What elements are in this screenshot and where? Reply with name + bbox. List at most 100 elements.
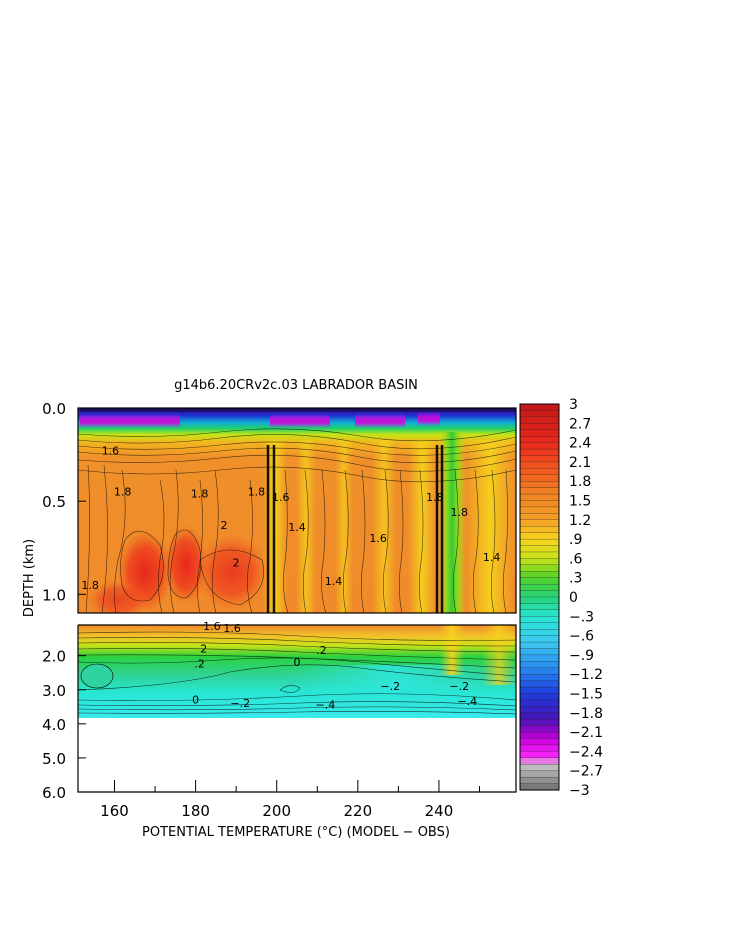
contour-label-24: −.4 <box>457 695 477 708</box>
contour-label-20: 0 <box>192 693 199 706</box>
colorbar-band-10 <box>519 468 560 476</box>
colorbar-label-10: 0 <box>569 590 578 606</box>
colorbar-band-20 <box>519 532 560 540</box>
y-tick-label-1.0: 1.0 <box>42 586 66 604</box>
colorbar-label-15: −1.5 <box>569 687 603 703</box>
contour-label-1: 1.8 <box>114 486 132 499</box>
contour-label-11: 1.8 <box>450 506 468 519</box>
colorbar-label-18: −2.4 <box>569 744 603 760</box>
x-tick-label-160: 160 <box>100 802 129 820</box>
y-tick-label-3.0: 3.0 <box>42 682 66 700</box>
contour-label-15: 1.6 <box>223 622 241 635</box>
colorbar-label-0: 3 <box>569 397 578 413</box>
contour-label-14: 1.6 <box>203 620 221 633</box>
colorbar-band-31 <box>519 603 560 611</box>
colorbar-label-16: −1.8 <box>569 706 603 722</box>
colorbar-band-9 <box>519 461 560 469</box>
contour-label-0: 1.6 <box>102 445 120 458</box>
colorbar-band-25 <box>519 564 560 572</box>
y-tick-label-4.0: 4.0 <box>42 716 66 734</box>
colorbar-band-2 <box>519 416 560 424</box>
colorbar-band-19 <box>519 526 560 534</box>
colorbar-band-21 <box>519 538 560 547</box>
colorbar-band-3 <box>519 423 560 431</box>
colorbar-band-34 <box>519 622 560 630</box>
colorbar-band-55 <box>519 757 560 765</box>
contour-label-9: 1.4 <box>325 575 343 588</box>
colorbar-band-47 <box>519 706 560 714</box>
colorbar-band-32 <box>519 609 560 617</box>
colorbar-band-18 <box>519 519 560 527</box>
colorbar-band-29 <box>519 590 560 598</box>
bottom-panel-field <box>78 625 516 718</box>
colorbar-band-53 <box>519 744 560 752</box>
chart-title: g14b6.20CRv2c.03 LABRADOR BASIN <box>174 378 418 393</box>
contour-label-13: 1.8 <box>81 579 99 592</box>
contour-label-22: −.2 <box>380 680 400 693</box>
colorbar-label-19: −2.7 <box>569 764 603 780</box>
colorbar-band-50 <box>519 725 560 733</box>
contour-label-18: .2 <box>316 644 327 657</box>
colorbar-band-14 <box>519 493 560 502</box>
colorbar-band-6 <box>519 442 560 450</box>
y-tick-label-6.0: 6.0 <box>42 784 66 802</box>
colorbar-band-13 <box>519 487 560 495</box>
colorbar-band-44 <box>519 686 560 695</box>
colorbar-band-59 <box>519 783 560 791</box>
x-axis-label: POTENTIAL TEMPERATURE (°C) (MODEL − OBS) <box>142 825 450 840</box>
contour-label-19: 0 <box>294 656 301 669</box>
colorbar-label-8: .6 <box>569 551 582 567</box>
contour-label-3: 2 <box>221 519 228 532</box>
colorbar-label-4: 1.8 <box>569 474 591 490</box>
contour-label-21: −.2 <box>230 697 250 710</box>
colorbar-label-13: −.9 <box>569 648 594 664</box>
colorbar-band-23 <box>519 551 560 559</box>
colorbar-label-12: −.6 <box>569 629 594 645</box>
colorbar-label-1: 2.7 <box>569 416 591 432</box>
colorbar-band-52 <box>519 738 560 746</box>
colorbar-band-27 <box>519 577 560 585</box>
contour-label-23: −.4 <box>316 699 336 712</box>
colorbar-band-48 <box>519 712 560 720</box>
x-tick-label-220: 220 <box>344 802 373 820</box>
colorbar-band-30 <box>519 596 560 604</box>
contour-label-25: −.2 <box>449 680 469 693</box>
colorbar-band-16 <box>519 506 560 514</box>
colorbar-band-49 <box>519 719 560 727</box>
x-tick-label-180: 180 <box>181 802 210 820</box>
colorbar-band-33 <box>519 616 560 624</box>
y-axis-bottom: 2.0 3.0 4.0 5.0 6.0 <box>42 648 86 802</box>
colorbar-label-9: .3 <box>569 571 582 587</box>
colorbar-band-24 <box>519 558 560 566</box>
colorbar-band-7 <box>519 448 560 457</box>
y-tick-label-0.0: 0.0 <box>42 400 66 418</box>
colorbar-label-7: .9 <box>569 532 582 548</box>
colorbar-frame <box>519 403 560 791</box>
y-axis-top: 0.0 0.5 1.0 <box>42 400 86 604</box>
colorbar-band-8 <box>519 455 560 463</box>
colorbar-band-15 <box>519 500 560 508</box>
colorbar-band-39 <box>519 654 560 662</box>
colorbar-band-37 <box>519 641 560 650</box>
colorbar-band-1 <box>519 410 560 418</box>
colorbar-band-51 <box>519 731 560 740</box>
colorbar-band-12 <box>519 481 560 489</box>
colorbar-band-0 <box>519 403 560 411</box>
colorbar-band-58 <box>519 776 560 785</box>
contour-label-5: 2 <box>233 556 240 569</box>
colorbar: 3 2.7 2.4 2.1 1.8 1.5 1.2 .9 .6 .3 0 −.3 −.6 −.9 −1.2 −… <box>519 397 603 799</box>
x-axis: 160 180 200 220 240 <box>100 780 480 820</box>
colorbar-label-6: 1.2 <box>569 513 591 529</box>
colorbar-band-36 <box>519 635 560 643</box>
y-axis-label: DEPTH (km) <box>22 539 37 617</box>
colorbar-label-11: −.3 <box>569 609 594 625</box>
contour-label-16: 2 <box>200 642 207 655</box>
colorbar-band-42 <box>519 674 560 682</box>
colorbar-band-11 <box>519 474 560 482</box>
colorbar-band-35 <box>519 629 560 637</box>
contour-label-6: 1.4 <box>288 521 306 534</box>
colorbar-band-43 <box>519 680 560 688</box>
colorbar-band-38 <box>519 648 560 656</box>
y-tick-label-2.0: 2.0 <box>42 648 66 666</box>
